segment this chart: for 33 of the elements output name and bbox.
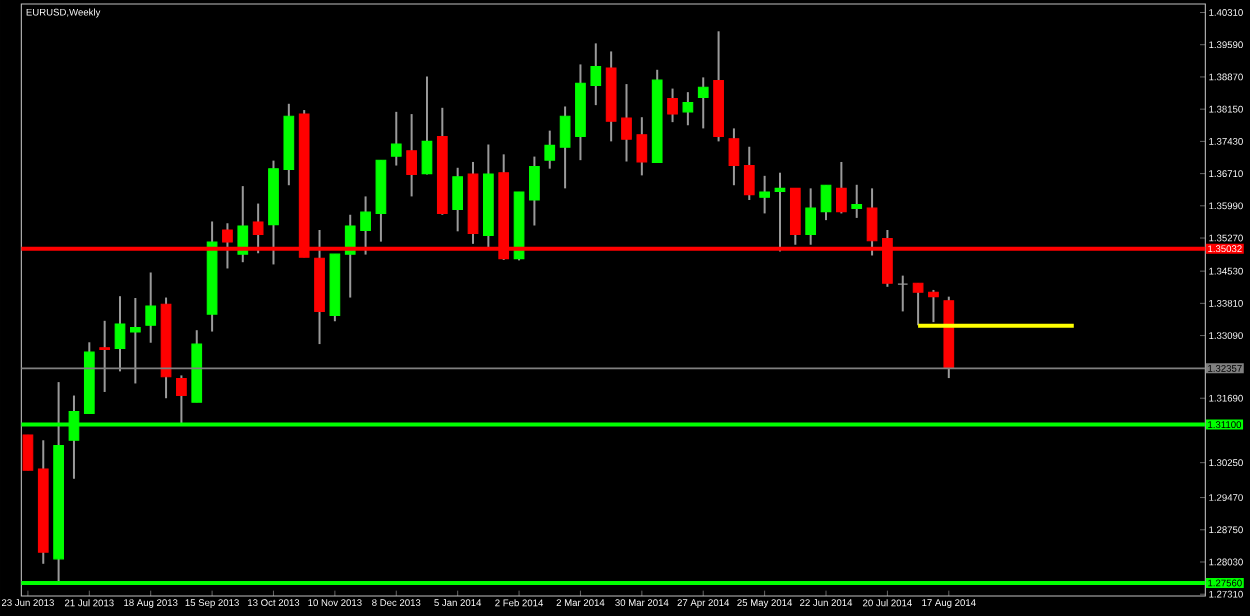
candlestick [682,91,694,127]
candlestick [344,213,356,299]
candlestick [743,145,755,201]
candlestick [774,171,786,253]
candlestick [820,184,832,222]
candlestick [99,319,111,393]
candlestick [176,374,187,425]
candlestick [912,282,924,327]
candlestick [529,155,540,227]
candlestick [559,105,571,190]
candlestick [145,271,157,344]
candlestick [836,160,847,215]
candlestick [114,295,126,373]
candlestick [636,116,648,177]
candlestick [590,42,602,107]
candlestick [237,185,249,264]
candlestick [421,75,433,176]
candlestick [759,174,770,215]
candlestick [805,187,817,246]
candlestick [728,127,740,187]
candlestick [360,195,371,256]
candlestick [851,183,863,219]
candlestick [697,76,709,130]
candlestick [667,87,678,124]
candlestick [406,113,417,198]
candlestick [897,274,909,313]
candlestick [390,110,402,167]
candlestick [452,166,464,233]
candlestick [621,83,632,163]
candlestick [22,433,34,472]
candlestick [928,288,939,324]
candlestick [129,296,141,385]
candlestick [544,129,556,170]
